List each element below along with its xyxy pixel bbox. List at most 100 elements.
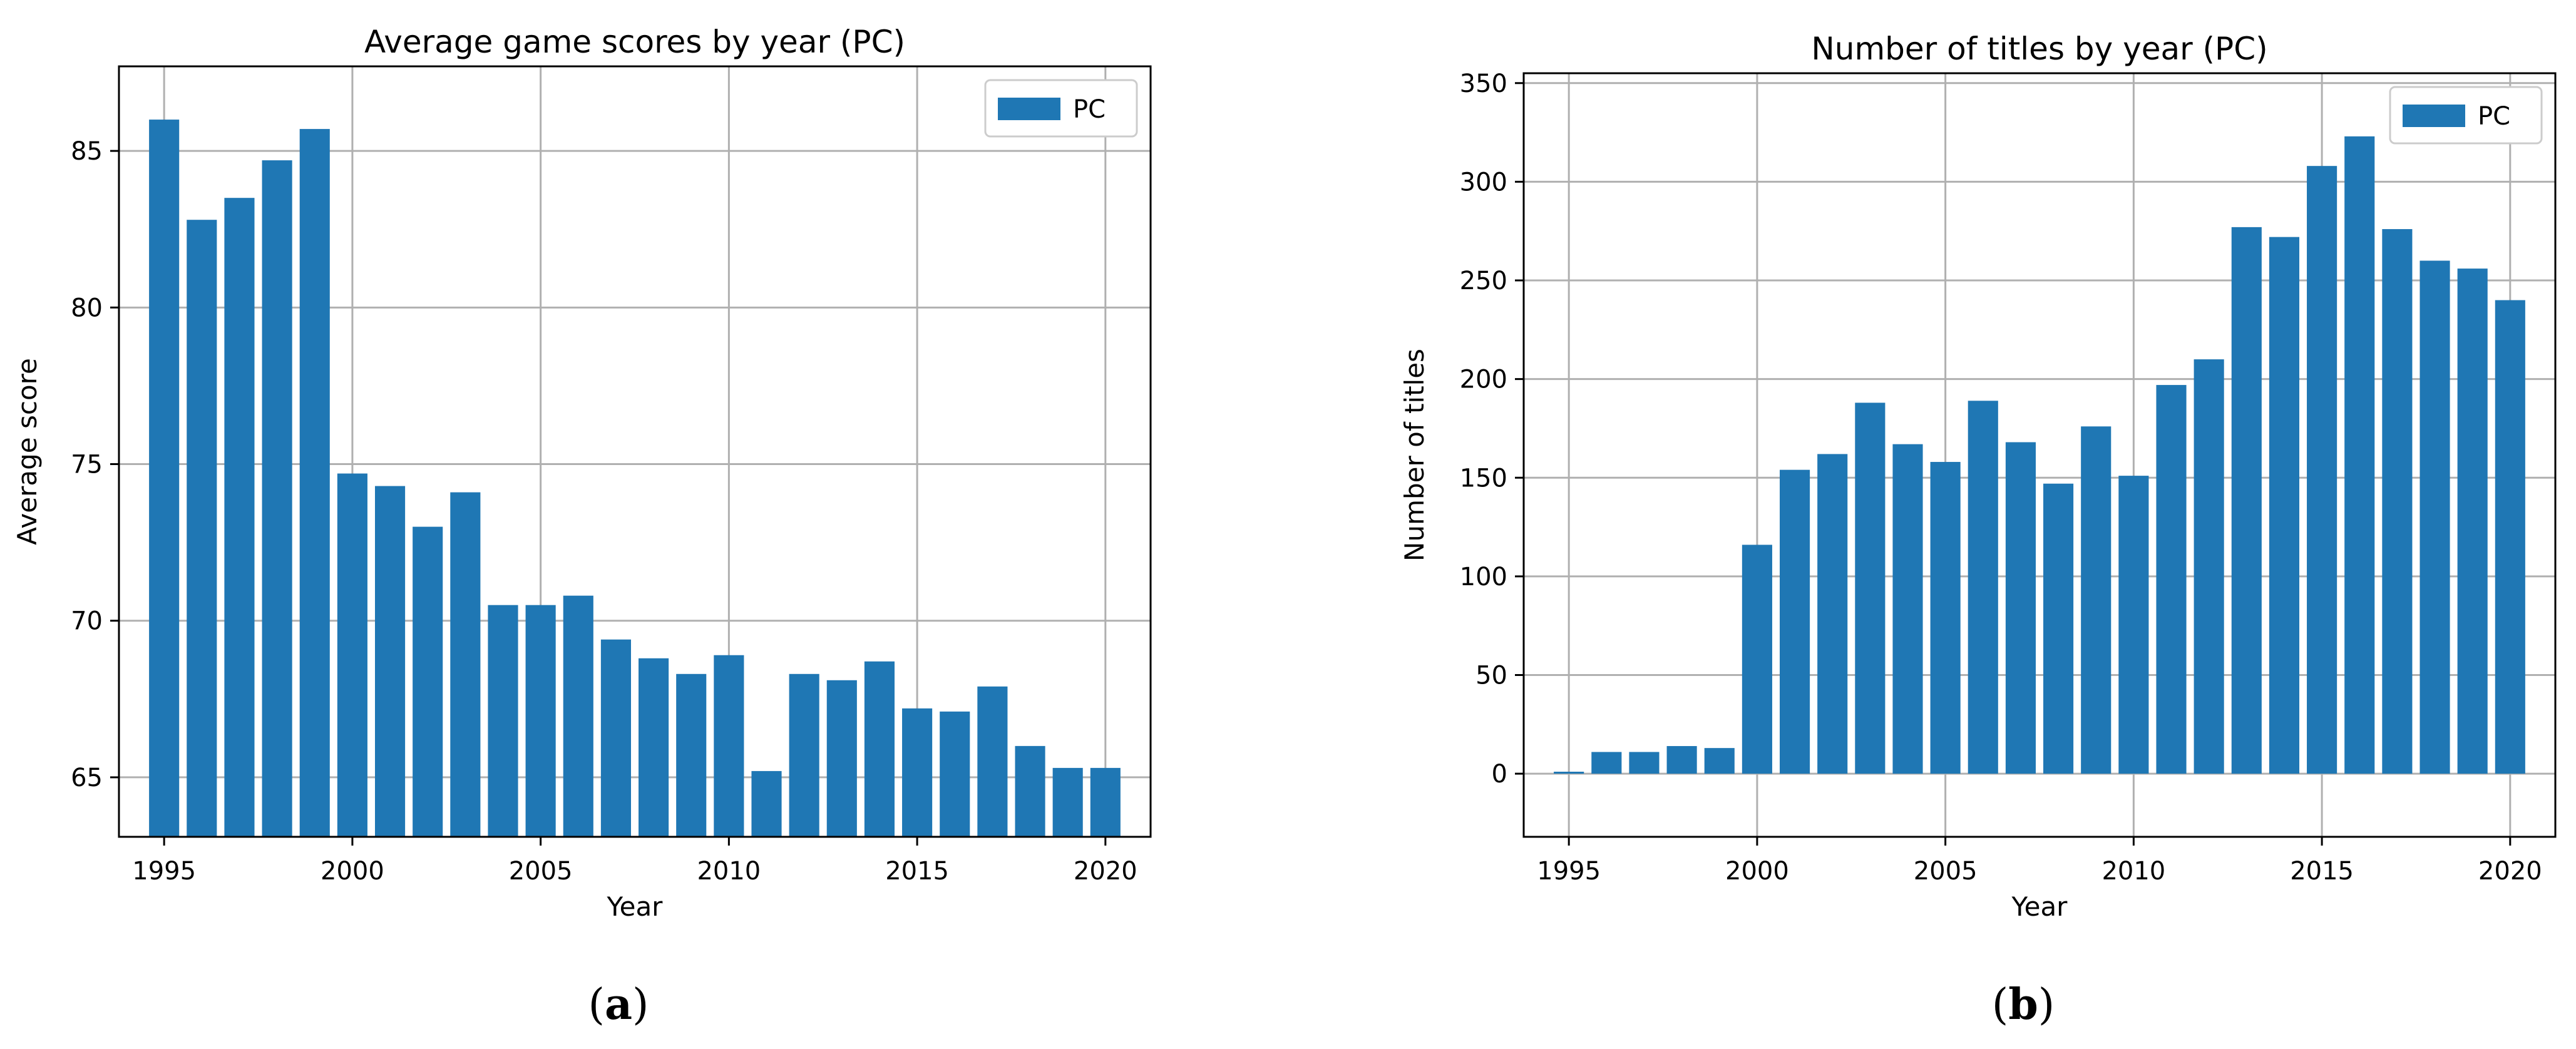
bar xyxy=(1742,545,1772,774)
y-tick-label: 65 xyxy=(71,764,103,792)
legend-swatch xyxy=(2403,105,2465,127)
y-tick-label: 70 xyxy=(71,607,103,636)
bar xyxy=(2231,227,2262,774)
bar xyxy=(262,160,292,837)
bar xyxy=(1090,767,1121,837)
bar xyxy=(1666,745,1697,774)
bar xyxy=(2457,269,2488,774)
plot-frame xyxy=(1522,72,2557,838)
bar xyxy=(1892,444,1923,774)
x-tick-label: 2000 xyxy=(321,857,384,886)
bar xyxy=(1591,752,1622,774)
bar xyxy=(450,492,481,837)
panel-label-close: ) xyxy=(2038,980,2055,1030)
y-tick-label: 150 xyxy=(1460,464,1507,493)
chart-b: 1995 2000 2005 2010 2015 2020 0 50 100 150 200 250 3… xyxy=(1399,31,2557,1030)
bar xyxy=(864,661,895,837)
bar xyxy=(563,595,593,837)
y-tick-label: 200 xyxy=(1460,366,1507,394)
bar xyxy=(224,198,255,837)
panel-label: (a) xyxy=(588,980,649,1030)
y-tick-label: 0 xyxy=(1492,760,1507,789)
bar xyxy=(2344,136,2375,774)
bar xyxy=(2382,229,2413,774)
x-tick-label: 2015 xyxy=(885,857,949,886)
bar xyxy=(2005,442,2036,774)
y-tick-label: 100 xyxy=(1460,563,1507,591)
bar xyxy=(1968,401,1998,774)
chart-a: 1995 2000 2005 2010 2015 2020 65 70 75 80 85 Averag… xyxy=(12,24,1152,1030)
legend: PC xyxy=(2389,86,2543,145)
bar xyxy=(2307,166,2337,774)
x-tick-label: 2005 xyxy=(1914,857,1978,886)
x-tick-label: 2000 xyxy=(1725,857,1789,886)
bar xyxy=(2495,300,2525,774)
bar xyxy=(149,120,180,837)
legend-swatch xyxy=(998,98,1060,120)
panel-label-letter: b xyxy=(2008,980,2038,1030)
plot-frame xyxy=(118,65,1152,838)
bar xyxy=(1554,771,1584,774)
panel-label-open: ( xyxy=(1992,980,2009,1030)
bar xyxy=(2194,359,2224,774)
y-tick-label: 350 xyxy=(1460,69,1507,98)
bar xyxy=(751,770,782,837)
x-axis-label: Year xyxy=(2011,891,2068,922)
legend-label: PC xyxy=(1073,95,1106,124)
legend-label: PC xyxy=(2478,102,2510,131)
bar xyxy=(525,605,556,837)
y-tick-label: 300 xyxy=(1460,168,1507,197)
bar xyxy=(789,673,819,837)
legend-box xyxy=(984,79,1138,138)
bar xyxy=(413,526,443,837)
legend-box xyxy=(2389,86,2543,145)
legend: PC xyxy=(984,79,1138,138)
panel-label-close: ) xyxy=(632,980,649,1030)
x-axis-label: Year xyxy=(607,891,664,922)
chart-title: Average game scores by year (PC) xyxy=(364,24,905,60)
bar xyxy=(1704,748,1735,774)
bar xyxy=(676,673,707,837)
bar xyxy=(337,473,367,837)
y-axis-label: Number of titles xyxy=(1399,349,1430,561)
x-tick-label: 2010 xyxy=(2101,857,2165,886)
panel-label: (b) xyxy=(1992,980,2055,1030)
y-axis-label: Average score xyxy=(12,358,43,545)
bar xyxy=(2118,476,2149,774)
y-tick-label: 85 xyxy=(71,137,103,166)
bar xyxy=(1015,745,1045,837)
bar xyxy=(1629,752,1660,774)
bar xyxy=(600,639,631,837)
bar xyxy=(2081,426,2112,774)
x-tick-label: 2015 xyxy=(2290,857,2354,886)
bar xyxy=(1855,402,1886,774)
bar xyxy=(374,486,406,837)
bar xyxy=(488,605,518,837)
x-tick-label: 2020 xyxy=(1074,857,1137,886)
bar xyxy=(1817,454,1848,774)
bar xyxy=(187,220,217,837)
panel-label-open: ( xyxy=(588,980,605,1030)
bar xyxy=(2419,260,2450,774)
y-tick-label: 50 xyxy=(1475,661,1507,690)
x-tick-label: 2005 xyxy=(509,857,573,886)
x-tick-label: 1995 xyxy=(132,857,196,886)
bar xyxy=(2269,237,2300,774)
bar xyxy=(714,655,744,837)
bar xyxy=(2043,483,2074,774)
y-tick-label: 250 xyxy=(1460,267,1507,295)
bar xyxy=(902,708,933,837)
bar xyxy=(639,658,669,837)
x-tick-label: 2010 xyxy=(697,857,761,886)
bar xyxy=(2156,385,2187,774)
chart-title: Number of titles by year (PC) xyxy=(1811,31,2267,67)
bar xyxy=(940,711,970,837)
bar xyxy=(826,680,857,837)
x-tick-label: 1995 xyxy=(1537,857,1601,886)
x-tick-label: 2020 xyxy=(2478,857,2542,886)
bar xyxy=(1930,462,1961,774)
y-tick-label: 75 xyxy=(71,451,103,479)
bar xyxy=(299,129,330,837)
y-tick-label: 80 xyxy=(71,294,103,322)
